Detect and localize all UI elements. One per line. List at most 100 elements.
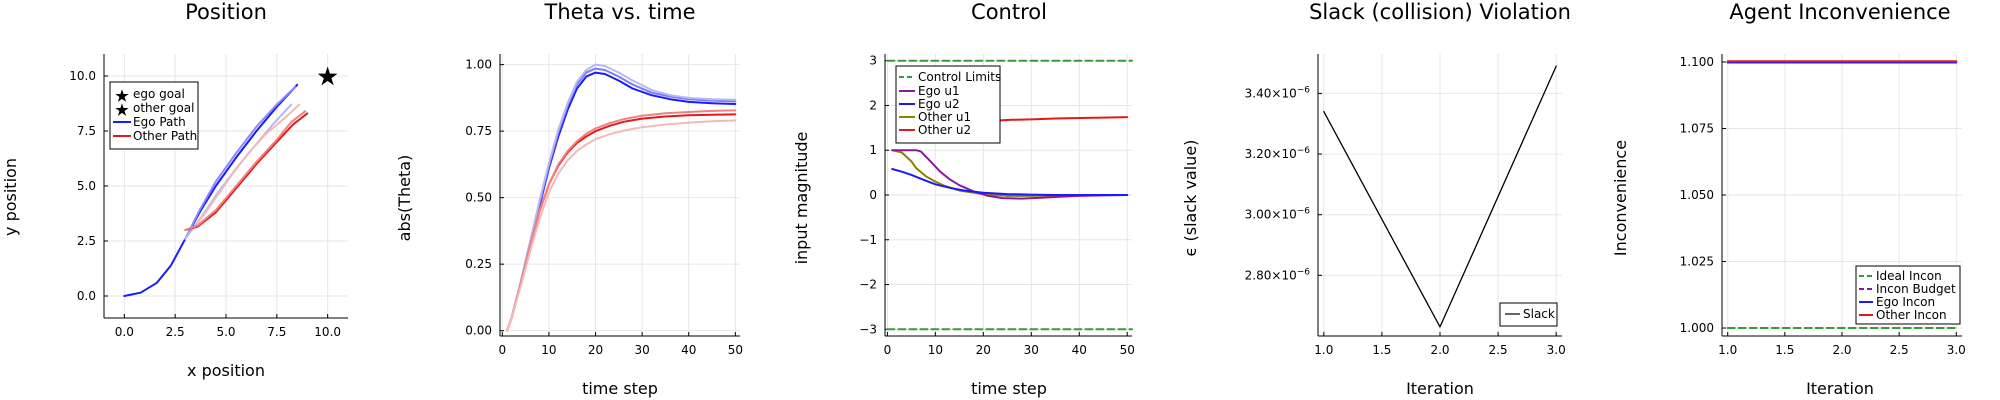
grid — [500, 54, 740, 336]
x-tick-label: 30 — [634, 343, 649, 357]
y-tick-label: 1 — [869, 143, 877, 157]
x-tick-label: 2.5 — [1890, 343, 1909, 357]
slack-line — [1323, 65, 1557, 328]
legend-star-ego: ★ — [115, 87, 128, 105]
series-line — [506, 109, 737, 332]
y-tick-label: 3.20×10−6 — [1245, 146, 1311, 161]
series-line — [506, 119, 737, 332]
legend-label-incon-budget: Incon Budget — [1876, 282, 1956, 296]
legend: ★ ego goal ★ other goal Ego Path Other P… — [109, 81, 199, 150]
y-tick-label: 3.00×10−6 — [1245, 207, 1311, 222]
y-axis-label: Inconvenience — [1611, 140, 1630, 256]
goal-markers: ★★ — [317, 65, 338, 91]
series-line — [506, 113, 737, 332]
other-path-line — [184, 110, 307, 231]
legend-label-ego-goal: ego goal — [133, 87, 185, 101]
x-tick-label: 1.5 — [1372, 343, 1391, 357]
x-axis-label: time step — [971, 379, 1047, 398]
legend-label-other-incon: Other Incon — [1876, 308, 1947, 322]
inconvenience-panel: Agent Inconvenience Iteration Inconvenie… — [1611, 0, 1966, 398]
legend-label-ego-path: Ego Path — [133, 115, 186, 129]
ticks: 1.0 1.5 2.0 2.5 3.0 1.000 1.025 1.050 1.075 1.100 — [1680, 54, 1966, 357]
y-tick-label: 2.5 — [77, 234, 96, 248]
y-tick-label: 0.25 — [465, 257, 492, 271]
legend-label-ego-u1: Ego u1 — [918, 84, 960, 98]
x-tick-label: 40 — [1072, 343, 1087, 357]
y-tick-label: 0.00 — [465, 324, 492, 338]
y-tick-label: 7.5 — [77, 124, 96, 138]
legend-label-other-u1: Other u1 — [918, 110, 971, 124]
ego-goal-marker: ★ — [318, 65, 338, 90]
y-tick-label: 1.100 — [1680, 55, 1714, 69]
legend-label-other-path: Other Path — [133, 129, 197, 143]
y-axis-label: y position — [1, 158, 20, 236]
y-tick-label: 2 — [869, 98, 877, 112]
legend: Control Limits Ego u1 Ego u2 Other u1 Ot… — [895, 65, 1001, 144]
series-layer — [1726, 60, 1958, 329]
y-axis-label: input magnitude — [792, 132, 811, 265]
grid — [1318, 54, 1562, 336]
series-line — [506, 67, 737, 332]
y-tick-label: 10.0 — [69, 69, 96, 83]
chart-title: Agent Inconvenience — [1729, 0, 1950, 24]
y-axis-label: abs(Theta) — [395, 155, 414, 242]
ticks: 0 10 20 30 40 50 −3 −2 −1 0 1 2 3 — [859, 54, 1135, 357]
legend-label-ego-incon: Ego Incon — [1876, 295, 1935, 309]
x-axis-label: time step — [582, 379, 658, 398]
y-tick-label: 1.075 — [1680, 121, 1714, 135]
x-tick-label: 2.5 — [166, 325, 185, 339]
chart-title: Control — [971, 0, 1047, 24]
series-layer — [123, 83, 309, 297]
x-tick-label: 50 — [728, 343, 743, 357]
x-tick-label: 2.0 — [1430, 343, 1449, 357]
chart-title: Slack (collision) Violation — [1309, 0, 1571, 24]
y-tick-label: 2.80×10−6 — [1245, 267, 1311, 282]
x-tick-label: 20 — [976, 343, 991, 357]
legend-label-ego-u2: Ego u2 — [918, 97, 960, 111]
control-panel: Control time step input magnitude 0 10 20 3… — [792, 0, 1135, 398]
ticks: 1.0 1.5 2.0 2.5 3.0 2.80×10−6 3.00×10−6 3.20×10… — [1245, 54, 1566, 357]
y-tick-label: 1.025 — [1680, 255, 1714, 269]
chart-title: Theta vs. time — [544, 0, 696, 24]
legend-box — [1499, 302, 1558, 327]
y-tick-label: 0 — [869, 188, 877, 202]
x-tick-label: 1.0 — [1314, 343, 1333, 357]
y-tick-label: 5.0 — [77, 179, 96, 193]
y-tick-label: 0.75 — [465, 124, 492, 138]
x-tick-label: 3.0 — [1947, 343, 1966, 357]
x-tick-label: 10 — [928, 343, 943, 357]
x-tick-label: 0.0 — [115, 325, 134, 339]
ego-u2-line — [891, 168, 1129, 196]
ego-u1-line — [891, 149, 1129, 200]
chart-title: Position — [185, 0, 267, 24]
x-tick-label: 10 — [541, 343, 556, 357]
legend-label-control-limits: Control Limits — [918, 70, 1001, 84]
x-tick-label: 50 — [1120, 343, 1135, 357]
x-tick-label: 0 — [499, 343, 507, 357]
y-tick-label: 0.50 — [465, 191, 492, 205]
x-axis-label: Iteration — [1406, 379, 1474, 398]
legend: Slack — [1499, 302, 1558, 327]
ticks: 0 10 20 30 40 50 0.00 0.25 0.50 0.75 1.00 — [465, 54, 743, 357]
y-tick-label: 1.050 — [1680, 188, 1714, 202]
theta-panel: Theta vs. time time step abs(Theta) 0 10 2… — [395, 0, 743, 398]
x-tick-label: 20 — [588, 343, 603, 357]
y-tick-label: 3.40×10−6 — [1245, 85, 1311, 100]
y-tick-label: −3 — [859, 322, 877, 336]
position-panel: Position x position y position 0.0 2.5 5.0… — [1, 0, 348, 380]
y-tick-label: 1.000 — [1680, 321, 1714, 335]
y-tick-label: 1.00 — [465, 58, 492, 72]
legend-label-other-u2: Other u2 — [918, 123, 971, 137]
series-layer — [1323, 65, 1557, 328]
legend-box — [1855, 265, 1961, 325]
series-line — [506, 63, 737, 332]
y-axis-label: ϵ (slack value) — [1181, 140, 1200, 257]
y-tick-label: −2 — [859, 278, 877, 292]
x-tick-label: 10.0 — [314, 325, 341, 339]
y-tick-label: 3 — [869, 54, 877, 68]
y-tick-label: −1 — [859, 233, 877, 247]
slack-panel: Slack (collision) Violation Iteration ϵ … — [1181, 0, 1571, 398]
other-path-line — [196, 103, 301, 225]
x-tick-label: 3.0 — [1547, 343, 1566, 357]
